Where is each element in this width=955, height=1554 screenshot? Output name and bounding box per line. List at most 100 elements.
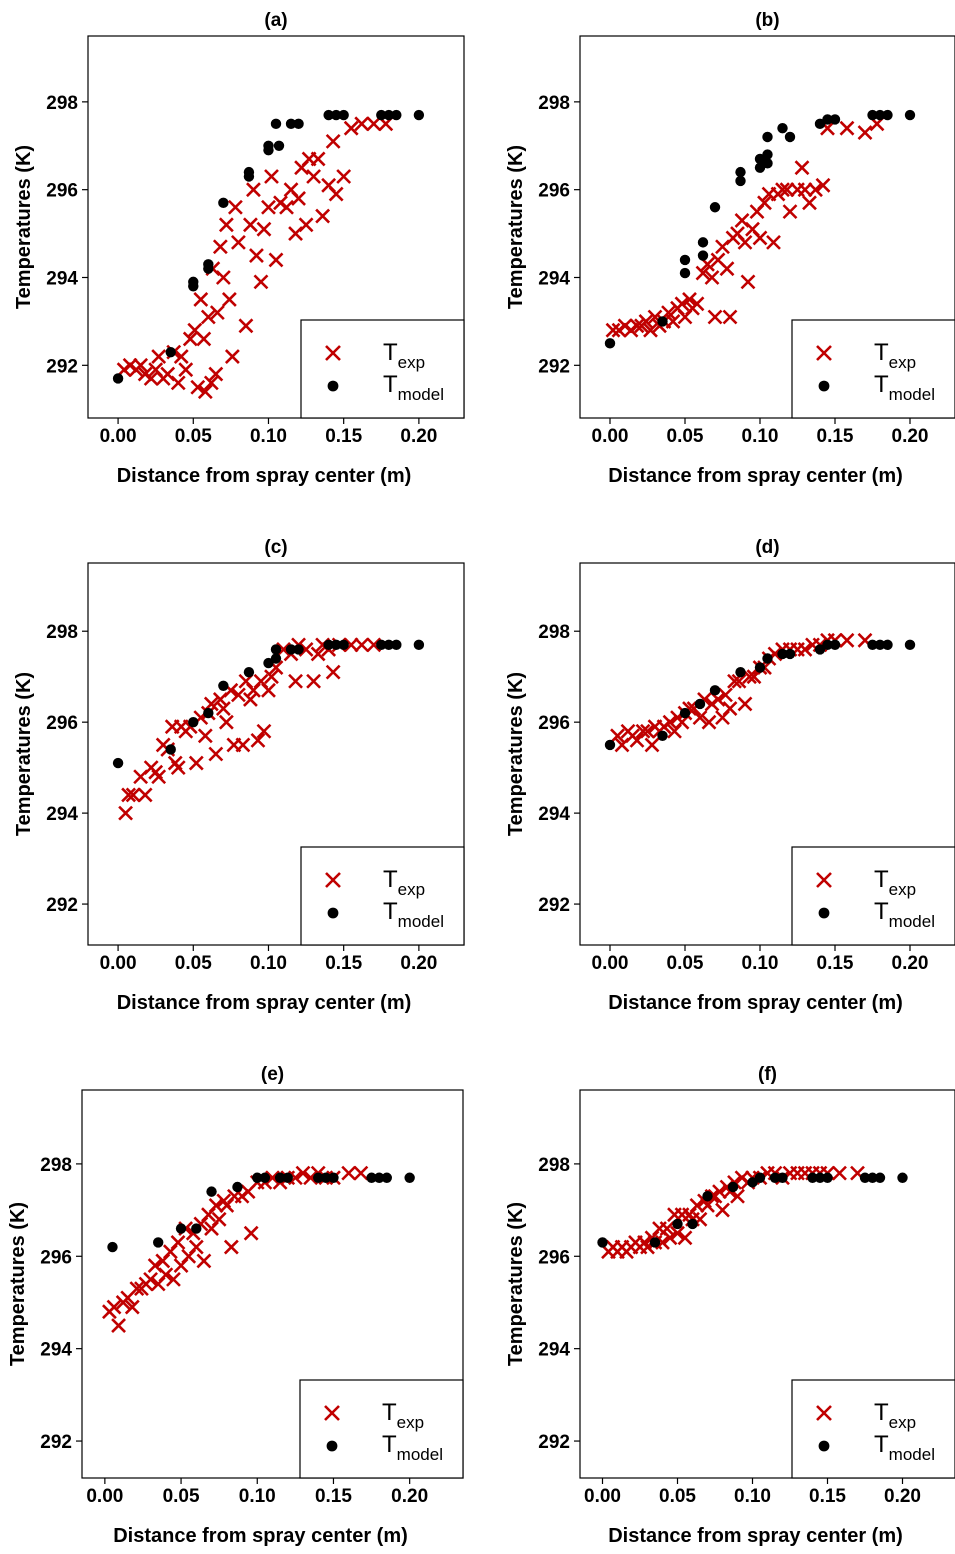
model-point	[777, 1172, 788, 1183]
panel-title: (e)	[261, 1064, 284, 1085]
legend-exp-marker	[324, 1405, 340, 1421]
exp-point	[158, 1267, 174, 1283]
legend-model-sub: model	[397, 1445, 443, 1464]
legend-box	[791, 319, 955, 419]
exp-point	[670, 1225, 685, 1241]
model-point	[263, 140, 274, 151]
exp-point	[276, 641, 291, 657]
legend-model-sub: model	[398, 912, 444, 931]
model-point	[679, 707, 691, 719]
exp-point	[170, 1235, 186, 1250]
exp-point	[223, 1239, 239, 1255]
model-point	[252, 1172, 263, 1183]
model-point	[274, 1172, 286, 1183]
exp-point	[775, 182, 790, 198]
chart-panel-3: (c) 292 294 296 298 0.00 0.05 0.10 0.15 0.20 Dista…	[13, 537, 465, 1014]
model-point	[338, 639, 349, 651]
exp-point	[218, 217, 234, 233]
model-point	[735, 166, 746, 178]
plot-frame	[579, 35, 955, 419]
exp-point	[166, 1271, 181, 1287]
y-axis-label: Temperatures (K)	[13, 672, 35, 836]
exp-point	[143, 1271, 158, 1287]
model-point	[735, 666, 746, 678]
chart-panel-4: (d) 292 294 296 298 0.00 0.05 0.10 0.15 0.20 Dista…	[505, 537, 955, 1014]
exp-point	[715, 1202, 730, 1218]
exp-point	[366, 116, 382, 132]
exp-point	[655, 1235, 670, 1250]
x-axis-label: Distance from spray center (m)	[608, 992, 903, 1014]
model-point	[604, 338, 616, 349]
exp-point	[638, 313, 654, 329]
model-point	[293, 118, 304, 130]
exp-point	[815, 177, 831, 193]
x-tick-label: 0.05	[175, 426, 212, 447]
exp-point	[677, 1230, 693, 1246]
exp-point	[279, 199, 294, 215]
x-axis-label: Distance from spray center (m)	[117, 465, 412, 487]
exp-point	[200, 309, 216, 325]
exp-point	[354, 116, 370, 132]
exp-point	[782, 204, 798, 220]
model-point	[112, 757, 124, 769]
model-point	[165, 346, 176, 358]
model-point	[754, 662, 766, 673]
legend-exp-main: T	[383, 866, 398, 893]
exp-point	[196, 331, 212, 347]
model-point	[273, 140, 285, 151]
model-point	[404, 1172, 415, 1183]
exp-point	[306, 169, 322, 184]
legend-model-marker	[327, 380, 339, 392]
exp-point	[808, 182, 823, 198]
model-point	[330, 109, 342, 121]
model-point	[702, 1191, 713, 1202]
exp-point	[238, 318, 254, 334]
legend-exp-label: Texp	[382, 1399, 424, 1432]
exp-point	[731, 673, 747, 689]
exp-point	[740, 274, 756, 290]
x-tick-label: 0.00	[584, 1486, 621, 1507]
exp-point	[249, 248, 264, 263]
exp-point	[766, 234, 781, 250]
legend-exp-sub: exp	[889, 353, 916, 372]
exp-point	[215, 270, 231, 285]
panel-title: (b)	[755, 10, 779, 31]
plot-frame	[579, 562, 955, 946]
model-point	[777, 123, 788, 134]
model-point	[381, 1172, 392, 1183]
model-point	[657, 316, 668, 327]
model-point	[188, 716, 199, 728]
legend-model-marker	[818, 380, 830, 392]
x-tick-label: 0.10	[239, 1486, 276, 1507]
y-tick-label: 292	[538, 356, 570, 377]
model-point	[338, 109, 349, 121]
exp-point	[218, 714, 234, 730]
legend-exp-marker	[816, 1405, 832, 1421]
exp-point	[151, 769, 167, 785]
legend-exp-marker	[325, 872, 341, 888]
exp-point	[737, 234, 753, 250]
model-point	[697, 250, 709, 261]
exp-point	[288, 673, 303, 689]
exp-point	[629, 318, 645, 334]
legend-model-sub: model	[889, 1445, 935, 1464]
y-tick-label: 298	[46, 93, 78, 114]
panel-title: (c)	[264, 537, 287, 558]
y-tick-label: 294	[40, 1340, 72, 1361]
exp-point	[208, 366, 224, 382]
model-point	[762, 653, 773, 664]
exp-point	[121, 787, 137, 803]
exp-point	[695, 265, 711, 281]
x-tick-label: 0.15	[817, 953, 854, 974]
model-point	[672, 1218, 683, 1230]
model-point	[814, 118, 826, 130]
x-tick-label: 0.15	[325, 953, 362, 974]
exp-point	[315, 208, 331, 224]
y-axis-label: Temperatures (K)	[505, 1202, 527, 1366]
exp-point	[268, 252, 284, 268]
exp-point	[256, 723, 272, 739]
exp-point	[692, 710, 708, 726]
model-point	[762, 149, 773, 160]
model-point	[882, 639, 893, 651]
model-point	[373, 1172, 385, 1183]
